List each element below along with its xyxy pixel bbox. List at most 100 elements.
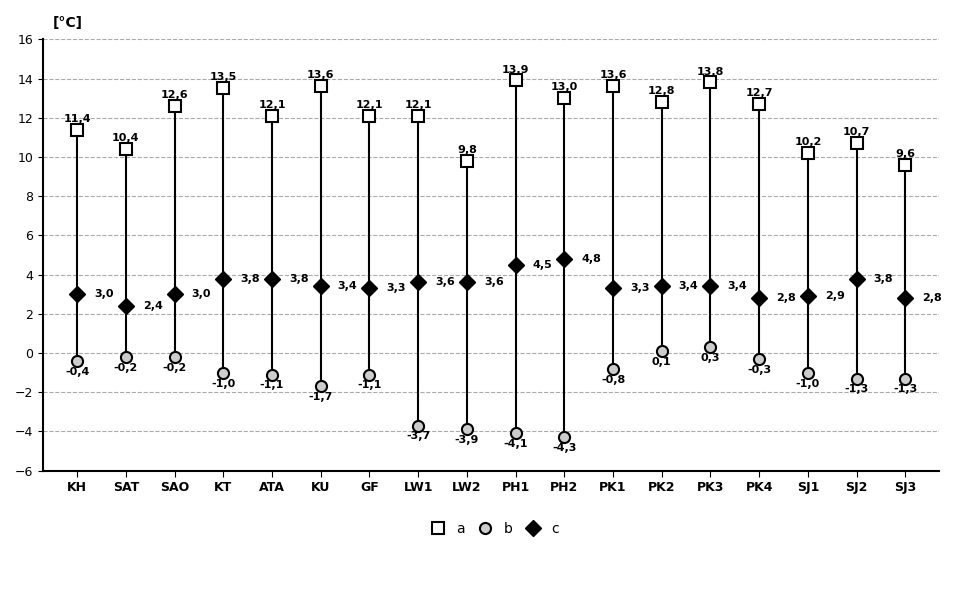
Text: -1,1: -1,1 bbox=[260, 381, 284, 391]
b bbox=[754, 355, 765, 362]
Text: 10,4: 10,4 bbox=[112, 133, 139, 143]
Line: a: a bbox=[72, 75, 911, 171]
Text: 3,4: 3,4 bbox=[728, 281, 747, 291]
c bbox=[900, 294, 911, 301]
c bbox=[413, 279, 424, 286]
b bbox=[705, 343, 716, 350]
Text: 3,8: 3,8 bbox=[240, 274, 260, 284]
b bbox=[364, 371, 375, 378]
b bbox=[120, 353, 132, 360]
a bbox=[803, 149, 814, 156]
c bbox=[218, 275, 229, 282]
a bbox=[266, 112, 277, 119]
c bbox=[510, 261, 521, 268]
a bbox=[315, 83, 326, 90]
b bbox=[315, 383, 326, 390]
Text: -1,0: -1,0 bbox=[211, 379, 235, 389]
b bbox=[218, 369, 229, 376]
Text: 0,1: 0,1 bbox=[652, 357, 672, 367]
a bbox=[120, 146, 132, 153]
b bbox=[266, 371, 277, 378]
Text: -4,3: -4,3 bbox=[552, 443, 577, 453]
Text: -0,2: -0,2 bbox=[114, 363, 138, 373]
Text: -1,7: -1,7 bbox=[308, 392, 333, 402]
c bbox=[803, 293, 814, 300]
a bbox=[169, 103, 180, 110]
b bbox=[461, 426, 472, 433]
c bbox=[851, 275, 862, 282]
b bbox=[608, 365, 619, 372]
Text: 12,7: 12,7 bbox=[745, 88, 773, 98]
Text: -1,0: -1,0 bbox=[796, 379, 820, 389]
a bbox=[656, 99, 667, 106]
a bbox=[608, 83, 619, 90]
c bbox=[656, 283, 667, 290]
b bbox=[169, 353, 180, 360]
c bbox=[559, 255, 570, 263]
Text: 2,8: 2,8 bbox=[777, 293, 796, 303]
b bbox=[510, 430, 521, 437]
b bbox=[559, 434, 570, 441]
Text: 12,1: 12,1 bbox=[404, 100, 432, 110]
Text: -0,4: -0,4 bbox=[65, 367, 89, 377]
c bbox=[169, 291, 180, 298]
Text: 13,8: 13,8 bbox=[697, 67, 724, 77]
b bbox=[803, 369, 814, 376]
Text: 3,8: 3,8 bbox=[874, 274, 893, 284]
Text: 3,6: 3,6 bbox=[484, 277, 504, 287]
Text: 9,8: 9,8 bbox=[457, 145, 477, 155]
Text: 2,9: 2,9 bbox=[825, 291, 845, 301]
Text: 3,4: 3,4 bbox=[679, 281, 699, 291]
c bbox=[608, 285, 619, 292]
b bbox=[851, 375, 862, 382]
a bbox=[218, 85, 229, 92]
Text: 0,3: 0,3 bbox=[701, 353, 720, 363]
a bbox=[851, 140, 862, 147]
c bbox=[461, 279, 472, 286]
Text: 12,6: 12,6 bbox=[161, 90, 188, 100]
Text: 13,6: 13,6 bbox=[307, 70, 334, 80]
Text: 10,2: 10,2 bbox=[794, 137, 822, 147]
Text: -3,9: -3,9 bbox=[455, 435, 479, 445]
Text: -0,3: -0,3 bbox=[747, 365, 771, 375]
Text: 11,4: 11,4 bbox=[63, 114, 91, 124]
Legend: a, b, c: a, b, c bbox=[419, 516, 564, 542]
a bbox=[510, 77, 521, 84]
c bbox=[705, 283, 716, 290]
c bbox=[315, 283, 326, 290]
a bbox=[559, 94, 570, 101]
Text: 2,8: 2,8 bbox=[923, 293, 942, 303]
b bbox=[656, 348, 667, 355]
Text: 13,9: 13,9 bbox=[502, 65, 529, 74]
Text: 9,6: 9,6 bbox=[896, 149, 915, 159]
Text: 12,8: 12,8 bbox=[648, 86, 676, 96]
c bbox=[754, 294, 765, 301]
Text: -3,7: -3,7 bbox=[406, 431, 430, 441]
c bbox=[364, 285, 375, 292]
Text: [°C]: [°C] bbox=[53, 15, 83, 30]
Text: -0,2: -0,2 bbox=[162, 363, 187, 373]
Text: -1,3: -1,3 bbox=[845, 385, 869, 394]
Text: -4,1: -4,1 bbox=[503, 440, 528, 450]
Text: 3,8: 3,8 bbox=[289, 274, 309, 284]
Line: c: c bbox=[72, 253, 911, 312]
a bbox=[364, 112, 375, 119]
Text: 4,8: 4,8 bbox=[582, 254, 601, 264]
Text: 3,6: 3,6 bbox=[435, 277, 455, 287]
Text: 3,3: 3,3 bbox=[387, 283, 406, 293]
c bbox=[120, 303, 132, 310]
Text: 4,5: 4,5 bbox=[533, 260, 552, 270]
c bbox=[71, 291, 83, 298]
c bbox=[266, 275, 277, 282]
Text: -1,1: -1,1 bbox=[357, 381, 382, 391]
Text: 2,4: 2,4 bbox=[143, 301, 163, 311]
Text: 3,4: 3,4 bbox=[338, 281, 357, 291]
Text: 13,0: 13,0 bbox=[551, 82, 578, 92]
Text: 3,3: 3,3 bbox=[630, 283, 650, 293]
a bbox=[900, 161, 911, 168]
Text: 10,7: 10,7 bbox=[843, 127, 871, 137]
Text: 12,1: 12,1 bbox=[356, 100, 383, 110]
a bbox=[71, 126, 83, 133]
a bbox=[413, 112, 424, 119]
b bbox=[413, 422, 424, 429]
